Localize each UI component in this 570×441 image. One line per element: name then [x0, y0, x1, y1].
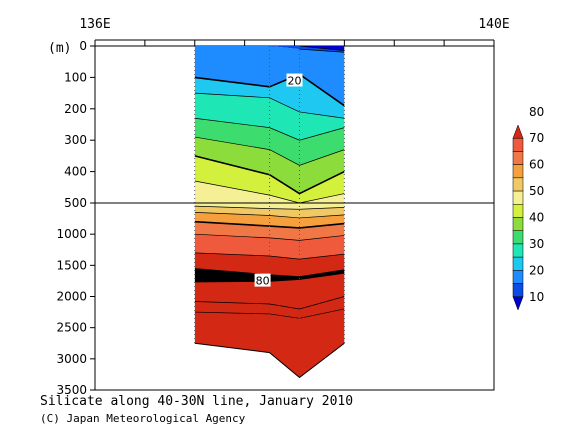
y-tick-label: 400	[64, 165, 87, 179]
colorbar-segment	[512, 177, 524, 192]
colorbar-top-arrow	[512, 124, 524, 139]
band-60	[194, 212, 345, 228]
colorbar-segment	[512, 204, 524, 218]
y-tick-label: 1500	[56, 258, 87, 272]
y-tick-label: 3000	[56, 352, 87, 366]
contour-30	[194, 117, 345, 141]
colorbar-bottom-arrow	[512, 296, 524, 311]
contour-82	[194, 296, 345, 310]
contour-84	[194, 308, 345, 319]
band-15	[194, 46, 345, 53]
contour-40	[194, 155, 345, 195]
band-45	[194, 155, 345, 203]
x-tick-label: 140E	[478, 17, 509, 32]
colorbar-segment	[512, 270, 524, 284]
y-tick-label: 500	[64, 196, 87, 210]
colorbar-tick-label: 80	[529, 105, 544, 119]
contour-25	[194, 92, 345, 119]
band-30	[194, 93, 345, 141]
contour-55	[194, 212, 345, 219]
colorbar-segment	[512, 217, 524, 231]
contour-60	[194, 220, 345, 229]
contour-65	[194, 233, 345, 241]
colorbar-segment	[512, 164, 524, 179]
colorbar-tick-label: 50	[529, 184, 544, 198]
y-tick-label: 2500	[56, 321, 87, 335]
station-markers	[194, 46, 345, 378]
chart-title: Silicate along 40-30N line, January 2010	[40, 394, 354, 409]
contour-70	[194, 252, 345, 260]
contour-45	[194, 180, 345, 204]
band-75	[194, 252, 345, 277]
colorbar-tick-label: 40	[529, 211, 544, 225]
contour-10	[299, 46, 345, 52]
colorbar-segment	[512, 151, 524, 165]
y-tick-label: 3500	[56, 383, 87, 397]
band-20	[194, 46, 345, 106]
colorbar-segment	[512, 230, 524, 245]
x-tick-label: 136E	[79, 17, 110, 32]
bottom-topography	[194, 342, 345, 379]
y-tick-label: 200	[64, 102, 87, 116]
band-50	[194, 181, 345, 210]
y-tick-label: 1000	[56, 227, 87, 241]
colorbar-segment	[512, 243, 524, 258]
colorbar-segment	[512, 137, 524, 152]
y-tick-label: 0	[79, 39, 87, 53]
band-10	[194, 46, 345, 51]
contour-50	[194, 205, 345, 210]
contour-75	[194, 268, 345, 277]
y-tick-label: 300	[64, 133, 87, 147]
colorbar-tick-label: 10	[529, 290, 544, 304]
contour-layer	[194, 46, 345, 319]
colorbar: 10 20 30 40 50 60 70 80	[512, 105, 544, 311]
contour-80	[194, 272, 345, 283]
data-bands	[194, 46, 345, 378]
contour-label-bg	[254, 273, 271, 287]
colorbar-tick-label: 20	[529, 263, 544, 277]
contour-15	[299, 48, 345, 53]
contour-label: 20	[288, 75, 302, 88]
y-tick-label: 2000	[56, 290, 87, 304]
y-axis-unit: (m)	[48, 41, 71, 56]
colorbar-tick-label: 30	[529, 237, 544, 251]
bottom-line	[194, 342, 345, 379]
colorbar-tick-label: 60	[529, 158, 544, 172]
y-tick-label: 100	[64, 70, 87, 84]
contour-35	[194, 136, 345, 166]
colorbar-segment	[512, 283, 524, 298]
band-40	[194, 137, 345, 194]
colorbar-segment	[512, 190, 524, 205]
colorbar-tick-label: 70	[529, 131, 544, 145]
chart-credit: (C) Japan Meteorological Agency	[40, 412, 246, 425]
colorbar-segment	[512, 256, 524, 271]
x-axis-ticks: 136E 140E	[79, 17, 510, 46]
contour-label-bg	[286, 73, 303, 87]
contour-label: 80	[256, 275, 270, 288]
y-axis-ticks: 0 100 200 300 400 500 1000 1500 2000 2500 3000 3500	[56, 39, 95, 397]
contour-20	[194, 73, 345, 107]
band-35	[194, 118, 345, 166]
band-25	[194, 74, 345, 119]
